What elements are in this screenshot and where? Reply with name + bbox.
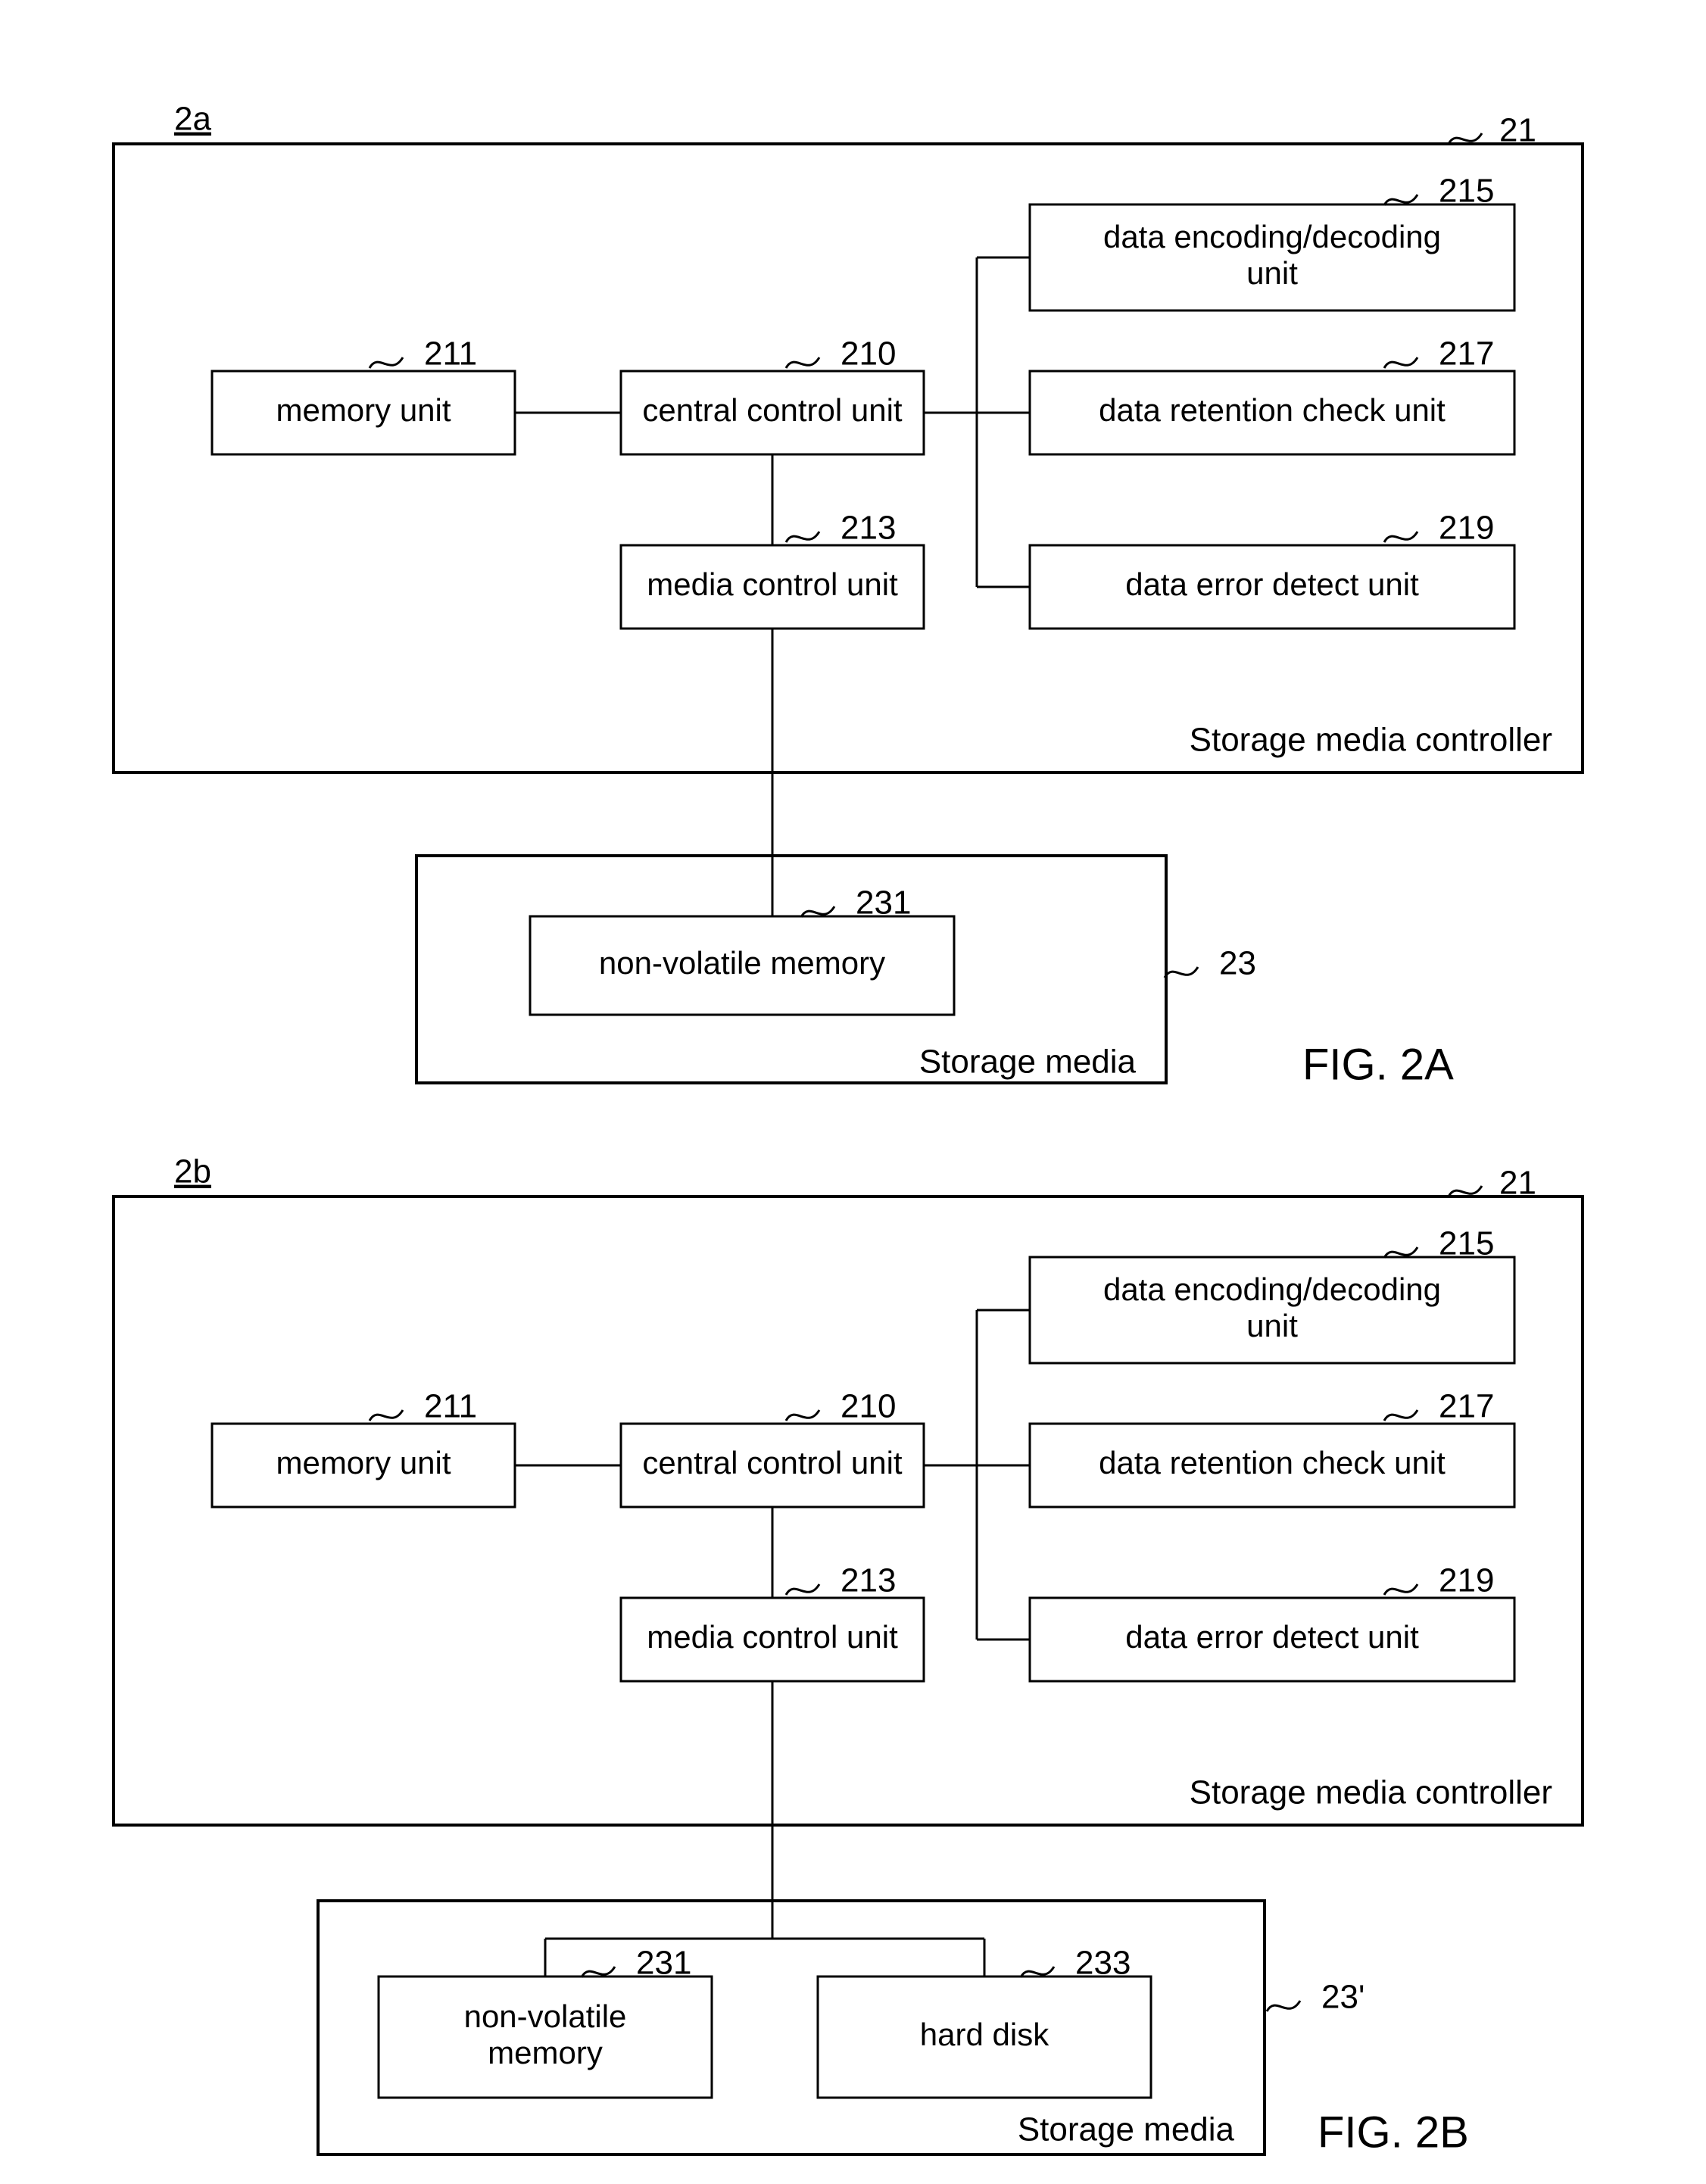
nvmem-label1: non-volatile xyxy=(464,1998,627,2034)
media-control-unit-ref: 213 xyxy=(841,510,896,547)
nvmem-ref: 231 xyxy=(856,885,911,922)
panel-id: 2a xyxy=(174,101,211,138)
retention-check-unit-ref: 217 xyxy=(1439,1388,1494,1425)
nvmem-label2: memory xyxy=(488,2035,603,2070)
central-control-unit-ref: 210 xyxy=(841,335,896,373)
controller-label: Storage media controller xyxy=(1190,722,1552,759)
ref-tilde xyxy=(1384,1410,1418,1421)
figure-label: FIG. 2B xyxy=(1318,2108,1469,2157)
storage-label: Storage media xyxy=(919,1044,1137,1081)
retention-check-unit-ref: 217 xyxy=(1439,335,1494,373)
ref-tilde xyxy=(1384,1584,1418,1595)
central-control-unit-label: central control unit xyxy=(642,1445,903,1480)
storage-label: Storage media xyxy=(1018,2111,1235,2148)
nvmem-label: non-volatile memory xyxy=(599,945,885,981)
ref-tilde xyxy=(786,532,819,542)
ref-tilde xyxy=(786,1410,819,1421)
ref-tilde xyxy=(1384,357,1418,368)
ref-tilde xyxy=(1267,2001,1300,2011)
central-control-unit-label: central control unit xyxy=(642,392,903,428)
encdec-unit-label1: data encoding/decoding xyxy=(1103,1271,1441,1307)
ref-tilde xyxy=(1449,1186,1482,1197)
ref-tilde xyxy=(786,1584,819,1595)
memory-unit-label: memory unit xyxy=(276,392,451,428)
error-detect-unit-ref: 219 xyxy=(1439,1562,1494,1599)
storage-ref: 23' xyxy=(1321,1979,1364,2016)
retention-check-unit-label: data retention check unit xyxy=(1099,1445,1446,1480)
nvmem-ref: 231 xyxy=(636,1945,691,1982)
memory-unit-ref: 211 xyxy=(424,335,477,373)
ref-tilde xyxy=(370,357,403,368)
encdec-unit-label2: unit xyxy=(1246,1308,1298,1343)
ref-tilde xyxy=(786,357,819,368)
ref-tilde xyxy=(1384,532,1418,542)
ref-tilde xyxy=(1449,133,1482,144)
encdec-unit-label2: unit xyxy=(1246,255,1298,291)
memory-unit-label: memory unit xyxy=(276,1445,451,1480)
hard-disk-ref: 233 xyxy=(1075,1945,1131,1982)
media-control-unit-label: media control unit xyxy=(647,1619,898,1655)
media-control-unit-ref: 213 xyxy=(841,1562,896,1599)
error-detect-unit-label: data error detect unit xyxy=(1125,1619,1419,1655)
controller-ref: 21 xyxy=(1499,112,1536,149)
central-control-unit-ref: 210 xyxy=(841,1388,896,1425)
controller-ref: 21 xyxy=(1499,1165,1536,1202)
error-detect-unit-ref: 219 xyxy=(1439,510,1494,547)
retention-check-unit-label: data retention check unit xyxy=(1099,392,1446,428)
memory-unit-ref: 211 xyxy=(424,1388,477,1425)
media-control-unit-label: media control unit xyxy=(647,566,898,602)
ref-tilde xyxy=(1165,967,1198,978)
storage-ref: 23 xyxy=(1219,945,1256,982)
controller-label: Storage media controller xyxy=(1190,1774,1552,1811)
encdec-unit-ref: 215 xyxy=(1439,1225,1494,1262)
encdec-unit-label1: data encoding/decoding xyxy=(1103,219,1441,254)
ref-tilde xyxy=(370,1410,403,1421)
panel-id: 2b xyxy=(174,1153,211,1190)
error-detect-unit-label: data error detect unit xyxy=(1125,566,1419,602)
figure-label: FIG. 2A xyxy=(1302,1040,1454,1089)
encdec-unit-ref: 215 xyxy=(1439,173,1494,210)
hard-disk-label: hard disk xyxy=(920,2017,1049,2052)
